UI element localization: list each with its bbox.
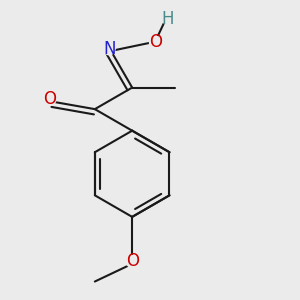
Text: O: O [44, 90, 56, 108]
Circle shape [44, 93, 56, 105]
Text: H: H [161, 10, 174, 28]
Circle shape [149, 36, 161, 48]
Text: O: O [149, 33, 162, 51]
Circle shape [162, 14, 173, 24]
Text: O: O [126, 253, 139, 271]
Circle shape [126, 256, 138, 267]
Circle shape [103, 43, 115, 55]
Text: N: N [103, 40, 116, 58]
